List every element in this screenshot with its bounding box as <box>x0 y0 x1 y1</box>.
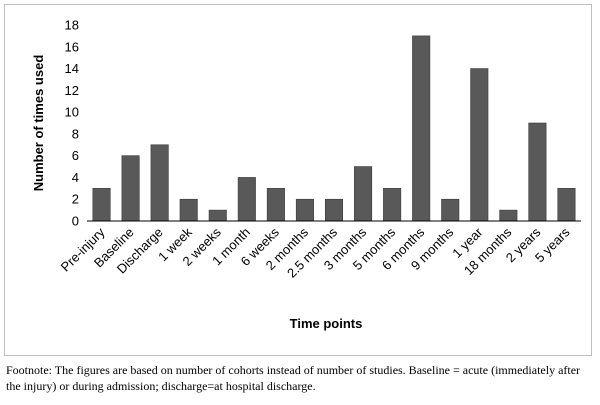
bar <box>557 188 576 222</box>
y-tick-label: 8 <box>72 126 79 141</box>
bar <box>383 188 402 222</box>
bar <box>208 209 227 222</box>
bar <box>92 188 111 222</box>
bar <box>121 155 140 222</box>
x-axis-title: Time points <box>290 316 363 331</box>
figure-frame: 0 2 4 6 8 10 12 14 16 18 Pre-injury Baseline Discha… <box>4 4 592 356</box>
bar <box>441 198 460 222</box>
bar <box>354 166 373 222</box>
y-axis-title: Number of times used <box>31 55 46 192</box>
bar <box>528 122 547 222</box>
bar <box>237 177 256 222</box>
y-tick-label: 16 <box>65 39 79 54</box>
y-tick-label: 12 <box>65 83 79 98</box>
bar <box>295 198 314 222</box>
bar <box>324 198 344 222</box>
bar <box>150 144 169 222</box>
bar <box>412 35 431 222</box>
y-tick-label: 2 <box>72 192 79 207</box>
bar <box>499 209 518 222</box>
y-tick-label: 14 <box>65 61 79 76</box>
bars <box>92 35 576 222</box>
y-tick-label: 6 <box>72 148 79 163</box>
y-tick-label: 10 <box>65 105 79 120</box>
bar <box>470 68 489 222</box>
bar-chart: 0 2 4 6 8 10 12 14 16 18 Pre-injuryBaselineDischa… <box>31 18 581 331</box>
y-tick-label: 18 <box>65 18 79 33</box>
y-tick-label: 0 <box>72 214 79 229</box>
y-tick-label: 4 <box>72 170 79 185</box>
footnote: Footnote: The figures are based on numbe… <box>6 363 581 393</box>
bar <box>179 198 198 222</box>
y-axis-ticks: 0 2 4 6 8 10 12 14 16 18 <box>65 18 79 229</box>
bar <box>266 188 285 222</box>
